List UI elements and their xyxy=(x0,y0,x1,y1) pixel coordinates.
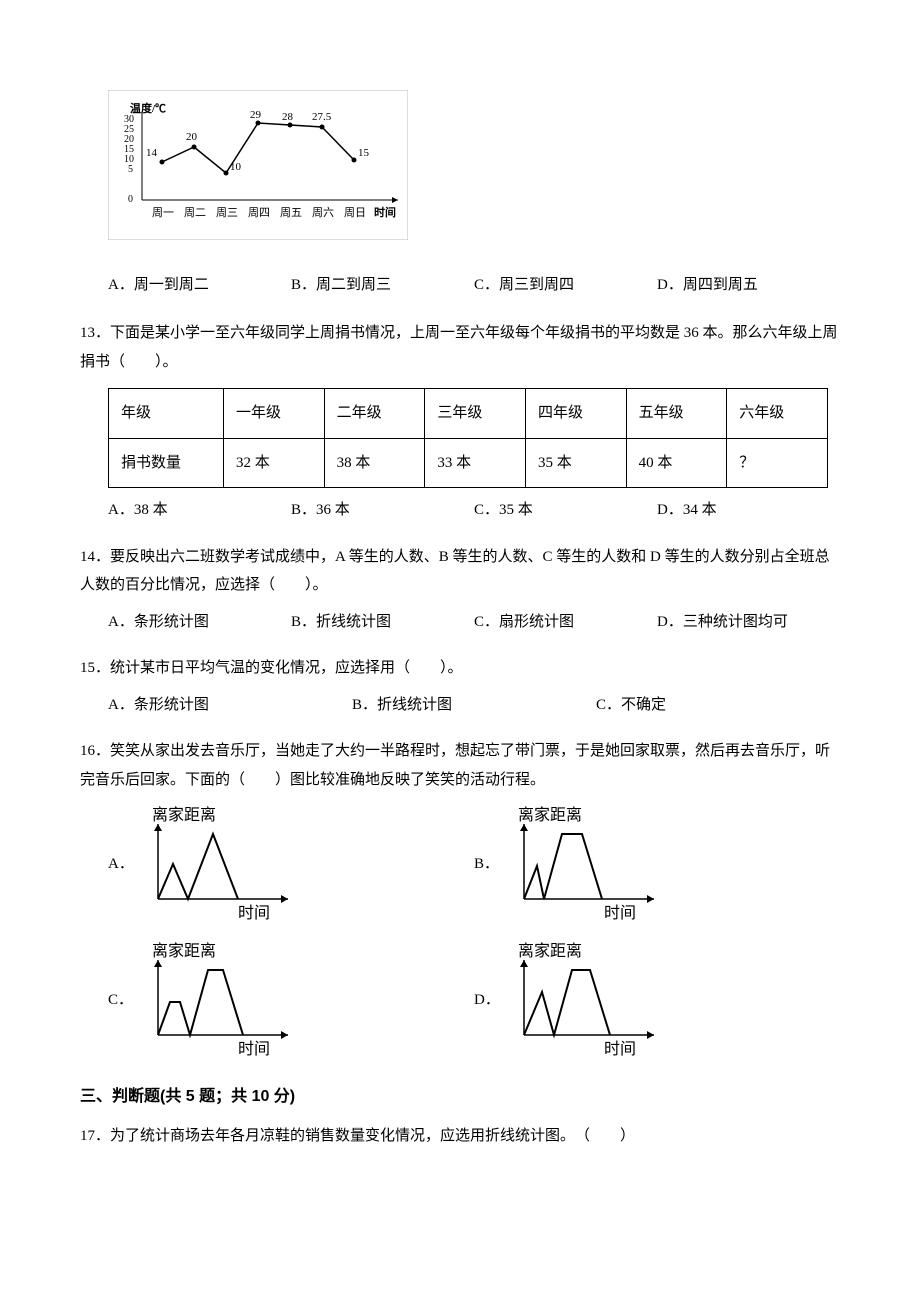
svg-text:28: 28 xyxy=(282,111,294,123)
svg-text:29: 29 xyxy=(250,109,262,121)
option-letter: C． xyxy=(108,986,138,1015)
q12-line-chart: 温度/℃ 30 25 20 15 10 5 0 周一 周二 周三 周四 周五 周… xyxy=(108,90,840,251)
q14-option-d[interactable]: D．三种统计图均可 xyxy=(657,608,840,637)
svg-text:20: 20 xyxy=(186,131,198,143)
q14-option-c[interactable]: C．扇形统计图 xyxy=(474,608,657,637)
q12-option-c[interactable]: C．周三到周四 xyxy=(474,271,657,300)
chart-ylabel: 温度/℃ xyxy=(130,101,166,115)
svg-text:离家距离: 离家距离 xyxy=(518,806,582,824)
sketch-d-icon: 离家距离 时间 xyxy=(504,940,674,1060)
q14-text: 14．要反映出六二班数学考试成绩中，A 等生的人数、B 等生的人数、C 等生的人… xyxy=(80,543,840,600)
svg-text:时间: 时间 xyxy=(604,904,636,922)
svg-text:周日: 周日 xyxy=(344,206,366,219)
sketch-b-icon: 离家距离 时间 xyxy=(504,804,674,924)
svg-text:时间: 时间 xyxy=(238,904,270,922)
svg-text:周五: 周五 xyxy=(280,206,302,219)
svg-text:27.5: 27.5 xyxy=(312,111,332,123)
option-letter: D． xyxy=(474,986,504,1015)
q13-options: A．38 本 B．36 本 C．35 本 D．34 本 xyxy=(108,496,840,525)
table-row: 捐书数量 32 本 38 本 33 本 35 本 40 本 ？ xyxy=(109,438,828,488)
svg-text:周四: 周四 xyxy=(248,206,270,219)
svg-text:0: 0 xyxy=(128,194,133,205)
q13-option-b[interactable]: B．36 本 xyxy=(291,496,474,525)
q13-table: 年级 一年级 二年级 三年级 四年级 五年级 六年级 捐书数量 32 本 38 … xyxy=(108,388,828,488)
q16-option-d[interactable]: D． 离家距离 时间 xyxy=(474,940,840,1060)
q14-option-b[interactable]: B．折线统计图 xyxy=(291,608,474,637)
table-row: 年级 一年级 二年级 三年级 四年级 五年级 六年级 xyxy=(109,389,828,439)
q15-options: A．条形统计图 B．折线统计图 C．不确定 xyxy=(108,691,840,720)
q13-text: 13．下面是某小学一至六年级同学上周捐书情况，上周一至六年级每个年级捐书的平均数… xyxy=(80,319,840,376)
q13-option-a[interactable]: A．38 本 xyxy=(108,496,291,525)
sketch-c-icon: 离家距离 时间 xyxy=(138,940,308,1060)
q15-option-c[interactable]: C．不确定 xyxy=(596,691,840,720)
svg-text:时间: 时间 xyxy=(374,205,396,219)
section-3-heading: 三、判断题(共 5 题；共 10 分) xyxy=(80,1082,840,1112)
q14-options: A．条形统计图 B．折线统计图 C．扇形统计图 D．三种统计图均可 xyxy=(108,608,840,637)
q16-text: 16．笑笑从家出发去音乐厅，当她走了大约一半路程时，想起忘了带门票，于是她回家取… xyxy=(80,737,840,794)
sketch-a-icon: 离家距离 时间 xyxy=(138,804,308,924)
svg-text:10: 10 xyxy=(230,161,242,173)
q12-options: A．周一到周二 B．周二到周三 C．周三到周四 D．周四到周五 xyxy=(108,271,840,300)
option-letter: A． xyxy=(108,850,138,879)
q12-option-b[interactable]: B．周二到周三 xyxy=(291,271,474,300)
q15-option-a[interactable]: A．条形统计图 xyxy=(108,691,352,720)
svg-text:周六: 周六 xyxy=(312,206,334,219)
q16-option-c[interactable]: C． 离家距离 时间 xyxy=(108,940,474,1060)
q13-option-c[interactable]: C．35 本 xyxy=(474,496,657,525)
svg-text:周二: 周二 xyxy=(184,206,206,219)
svg-text:时间: 时间 xyxy=(238,1040,270,1058)
svg-text:离家距离: 离家距离 xyxy=(518,942,582,960)
q16-option-a[interactable]: A． 离家距离 时间 xyxy=(108,804,474,924)
q17-text: 17．为了统计商场去年各月凉鞋的销售数量变化情况，应选用折线统计图。 （ ） xyxy=(80,1122,840,1151)
q16-sketch-grid: A． 离家距离 时间 B． 离家距离 时间 C． 离家距离 xyxy=(108,804,840,1060)
svg-text:时间: 时间 xyxy=(604,1040,636,1058)
q12-option-a[interactable]: A．周一到周二 xyxy=(108,271,291,300)
q13-option-d[interactable]: D．34 本 xyxy=(657,496,840,525)
svg-text:周三: 周三 xyxy=(216,206,238,219)
svg-text:14: 14 xyxy=(146,147,158,159)
q14-option-a[interactable]: A．条形统计图 xyxy=(108,608,291,637)
q12-option-d[interactable]: D．周四到周五 xyxy=(657,271,840,300)
svg-text:离家距离: 离家距离 xyxy=(152,806,216,824)
q15-option-b[interactable]: B．折线统计图 xyxy=(352,691,596,720)
option-letter: B． xyxy=(474,850,504,879)
q15-text: 15．统计某市日平均气温的变化情况，应选择用（ ）。 xyxy=(80,654,840,683)
svg-text:15: 15 xyxy=(358,147,370,159)
svg-text:周一: 周一 xyxy=(152,206,174,219)
svg-text:离家距离: 离家距离 xyxy=(152,942,216,960)
svg-text:5: 5 xyxy=(128,164,133,175)
q16-option-b[interactable]: B． 离家距离 时间 xyxy=(474,804,840,924)
